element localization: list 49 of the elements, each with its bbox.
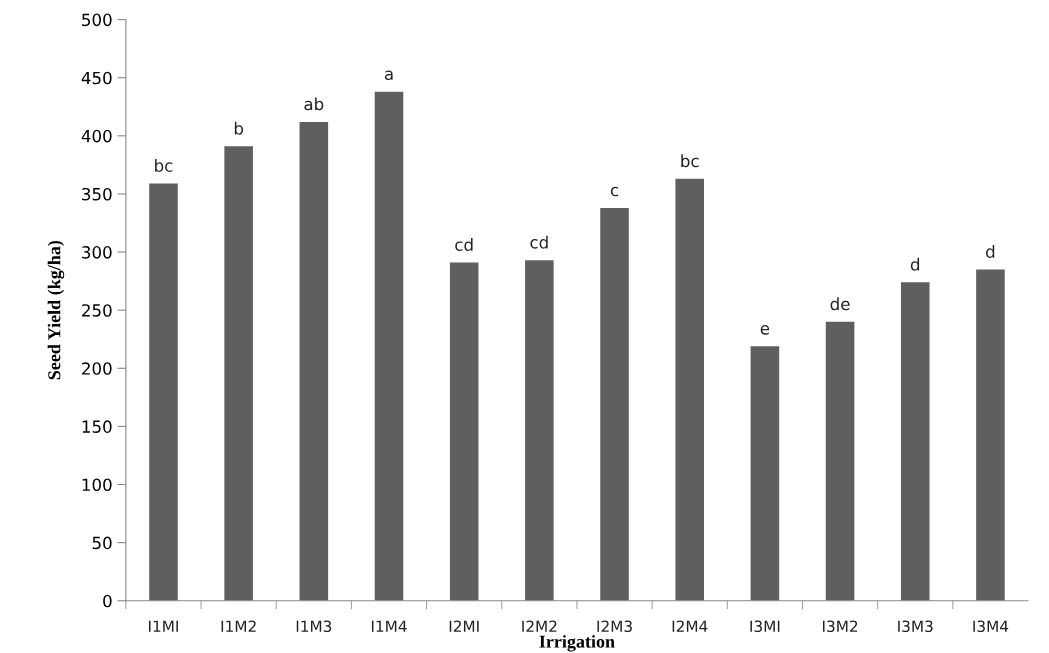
x-tick-label: I1M2	[221, 620, 256, 632]
annotation: e	[760, 325, 770, 335]
annotation: bc	[681, 154, 699, 168]
y-tick-label: 250	[82, 304, 112, 317]
annotation: de	[830, 297, 850, 311]
x-tick-label: I2M4	[672, 620, 708, 632]
bar	[976, 269, 1005, 601]
x-tick-label: I3M2	[823, 620, 858, 633]
bar	[675, 178, 704, 601]
x-tick-label: I2M3	[597, 620, 632, 633]
annotation: c	[610, 186, 619, 197]
y-tick-label: 300	[82, 246, 112, 259]
x-tick-label: I3M4	[973, 620, 1009, 633]
x-tick-label: I1M3	[296, 620, 332, 633]
y-tick-label: 200	[82, 362, 112, 375]
bar	[750, 346, 780, 601]
x-tick-label: I1MI	[149, 620, 178, 632]
y-axis-title: Seed Yield (kg/ha)	[47, 240, 65, 380]
x-tick-label: I3MI	[750, 620, 780, 633]
bar	[900, 282, 930, 601]
annotation: d	[986, 245, 995, 258]
annotation: ab	[304, 97, 324, 111]
annotation: cd	[455, 238, 473, 251]
bar	[825, 321, 855, 601]
annotation: d	[910, 257, 920, 271]
x-axis-title: Irrigation	[539, 634, 615, 652]
bar	[149, 183, 178, 601]
y-tick-label: 0	[103, 594, 112, 608]
bar	[525, 260, 554, 601]
x-tick-label: I3M3	[898, 620, 933, 633]
y-tick-label: 100	[82, 478, 112, 492]
annotation: b	[234, 121, 244, 135]
annotation: bc	[155, 159, 173, 172]
y-tick-label: 150	[82, 420, 112, 433]
annotation: cd	[530, 235, 548, 249]
bar	[374, 91, 404, 601]
y-tick-label: 50	[92, 536, 112, 550]
bar	[224, 146, 253, 601]
bar	[449, 262, 479, 601]
annotation: a	[384, 70, 393, 81]
y-tick-label: 500	[82, 13, 112, 27]
y-tick-label: 400	[81, 129, 112, 143]
x-tick-label: I1M4	[371, 620, 407, 632]
y-tick-label: 350	[82, 187, 112, 201]
y-tick-label: 450	[81, 71, 112, 85]
x-tick-label: I2MI	[449, 620, 479, 632]
bar	[600, 207, 629, 601]
bar	[299, 121, 329, 601]
x-tick-label: I2M2	[522, 620, 557, 632]
